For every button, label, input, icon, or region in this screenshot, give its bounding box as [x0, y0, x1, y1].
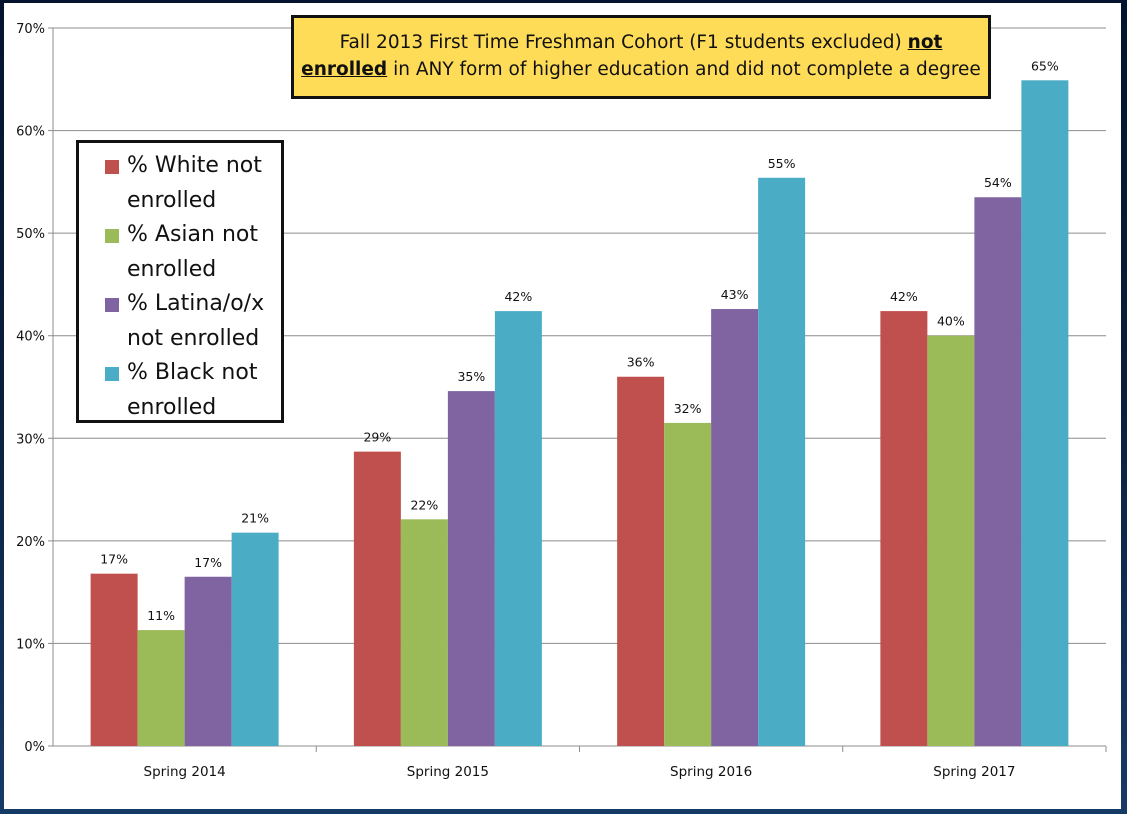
bar: [617, 376, 665, 746]
legend-item-white: % White not enrolled: [105, 149, 281, 218]
bar: [90, 573, 138, 746]
y-tick-label: 10%: [16, 637, 45, 652]
data-label: 11%: [147, 608, 175, 623]
chart-title: Fall 2013 First Time Freshman Cohort (F1…: [291, 15, 991, 99]
data-label: 21%: [241, 511, 269, 526]
bar: [184, 576, 232, 746]
x-tick-label: Spring 2015: [407, 764, 489, 780]
legend-label-asian-1: % Asian not: [127, 222, 258, 247]
bar: [711, 309, 759, 746]
bar-chart: 0% 10% 20% 30% 40% 50% 60% 70% 17% 11% 17% 21% Sprin…: [16, 22, 1107, 780]
bar: [353, 451, 401, 746]
legend-swatch-latinx: [105, 298, 119, 312]
legend-item-latinx: % Latina/o/x not enrolled: [105, 287, 281, 356]
bar: [494, 311, 542, 746]
data-label: 40%: [937, 314, 965, 329]
legend-label-black-2: enrolled: [127, 394, 217, 420]
legend-label-asian-2: enrolled: [127, 256, 217, 282]
legend-label-white-2: enrolled: [127, 187, 217, 213]
bar: [447, 391, 495, 746]
bar: [137, 630, 185, 746]
legend-label-white-1: % White not: [127, 153, 262, 178]
y-tick-label: 60%: [16, 125, 45, 140]
legend-swatch-white: [105, 160, 119, 174]
y-tick-label: 0%: [24, 740, 45, 755]
bar: [880, 311, 928, 746]
data-label: 17%: [100, 552, 128, 567]
x-tick-label: Spring 2016: [670, 764, 752, 780]
bar: [927, 335, 975, 746]
data-label: 36%: [627, 355, 655, 370]
legend-swatch-asian: [105, 229, 119, 243]
data-label: 35%: [457, 369, 485, 384]
y-tick-label: 40%: [16, 330, 45, 345]
data-label: 22%: [410, 497, 438, 512]
legend-swatch-black: [105, 367, 119, 381]
data-label: 42%: [504, 289, 532, 304]
bar: [1021, 80, 1069, 747]
chart-frame: 0% 10% 20% 30% 40% 50% 60% 70% 17% 11% 17% 21% Sprin…: [4, 3, 1121, 809]
title-emph-enrolled: enrolled: [301, 59, 388, 80]
x-tick-label: Spring 2017: [933, 764, 1015, 780]
data-label: 54%: [984, 175, 1012, 190]
bar: [231, 532, 279, 746]
legend-item-black: % Black not enrolled: [105, 356, 281, 425]
legend-label-latinx-2: not enrolled: [127, 325, 260, 351]
data-label: 43%: [721, 287, 749, 302]
y-tick-label: 20%: [16, 535, 45, 550]
y-tick-label: 70%: [16, 22, 45, 37]
legend-label-latinx-1: % Latina/o/x: [127, 291, 265, 316]
legend-label-black-1: % Black not: [127, 360, 258, 385]
bar: [664, 422, 712, 746]
data-label: 32%: [674, 401, 702, 416]
data-label: 65%: [1031, 58, 1059, 73]
title-line1: Fall 2013 First Time Freshman Cohort (F1…: [339, 32, 902, 53]
x-tick-label: Spring 2014: [144, 764, 226, 780]
bar: [974, 197, 1022, 746]
data-label: 17%: [194, 555, 222, 570]
data-label: 55%: [768, 156, 796, 171]
y-tick-label: 50%: [16, 227, 45, 242]
bar: [758, 177, 806, 747]
title-line2: in ANY form of higher education and did …: [393, 59, 981, 80]
bar: [400, 519, 448, 746]
data-label: 42%: [890, 289, 918, 304]
y-tick-label: 30%: [16, 432, 45, 447]
legend-item-asian: % Asian not enrolled: [105, 218, 281, 287]
data-label: 29%: [363, 430, 391, 445]
chart-legend: % White not enrolled % Asian not enrolle…: [76, 140, 284, 423]
title-emph-not: not: [907, 32, 943, 53]
